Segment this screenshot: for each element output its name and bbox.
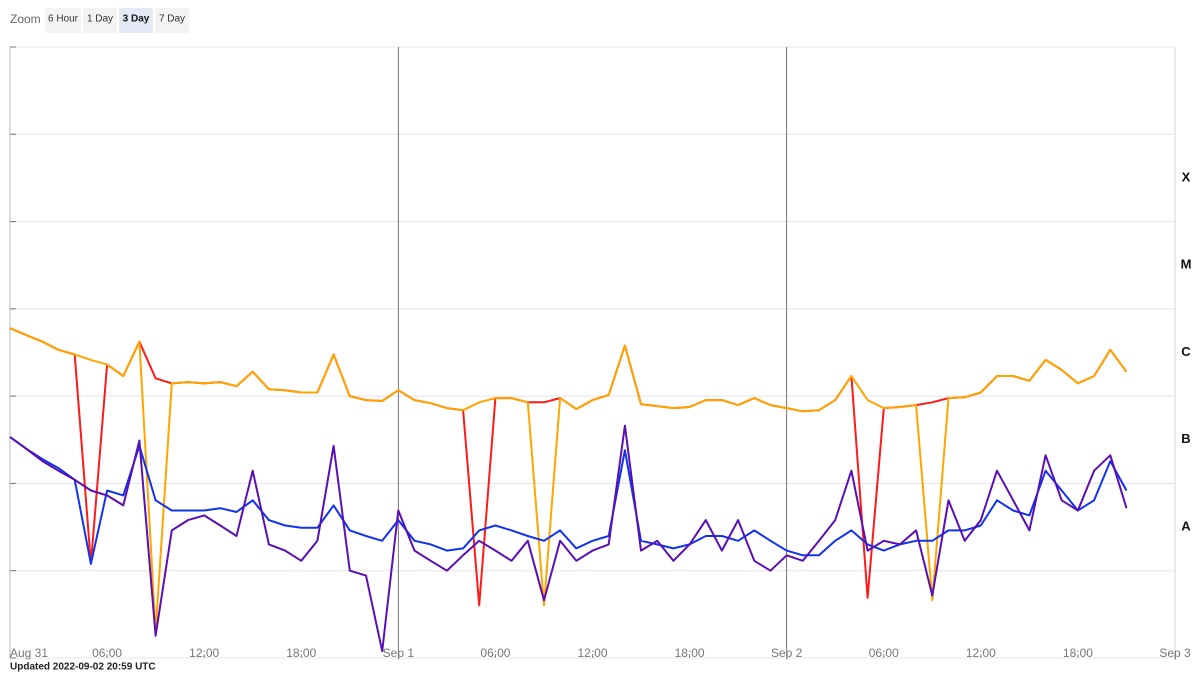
zoom-button-label[interactable]: 1 Day <box>87 14 113 25</box>
x-tick-label: 12:00 <box>966 646 996 660</box>
flare-class-label: A <box>1181 519 1191 534</box>
updated-text: Updated 2022-09-02 20:59 UTC <box>10 662 156 673</box>
x-tick-label: 18:00 <box>675 646 705 660</box>
series-line <box>9 327 1128 633</box>
zoom-label: Zoom <box>10 12 41 26</box>
zoom-bar: 6 Hour 1 Day 3 Day 7 Day <box>45 8 189 33</box>
x-tick-label: Aug 31 <box>10 646 48 660</box>
zoom-button-label[interactable]: 7 Day <box>159 14 185 25</box>
x-tick-label: 18:00 <box>1063 646 1093 660</box>
zoom-button-label[interactable]: 3 Day <box>123 14 150 25</box>
x-tick-label: 06:00 <box>92 646 122 660</box>
zoom-button[interactable] <box>155 8 189 33</box>
series-line <box>9 327 1128 607</box>
x-tick-label: 12:00 <box>577 646 607 660</box>
zoom-button[interactable] <box>83 8 117 33</box>
x-tick-label: 18:00 <box>286 646 316 660</box>
zoom-button[interactable] <box>119 8 153 33</box>
x-tick-label: Sep 1 <box>383 646 415 660</box>
x-tick-label: Sep 2 <box>771 646 803 660</box>
flare-class-label: M <box>1181 257 1192 272</box>
flare-class-label: B <box>1181 431 1190 446</box>
zoom-button-label[interactable]: 6 Hour <box>48 14 79 25</box>
series-line <box>9 424 1128 653</box>
x-tick-label: 06:00 <box>480 646 510 660</box>
x-tick-label: 06:00 <box>869 646 899 660</box>
flare-class-label: X <box>1182 169 1191 184</box>
x-tick-label: Sep 3 <box>1159 646 1191 660</box>
zoom-button[interactable] <box>45 8 81 33</box>
x-tick-label: 12:00 <box>189 646 219 660</box>
series-line <box>9 436 1128 565</box>
flare-class-label: C <box>1181 344 1191 359</box>
plot: Aug 31 06:00 12:00 18:00 Sep 1 06:00 12:00 18:0… <box>9 46 1192 660</box>
